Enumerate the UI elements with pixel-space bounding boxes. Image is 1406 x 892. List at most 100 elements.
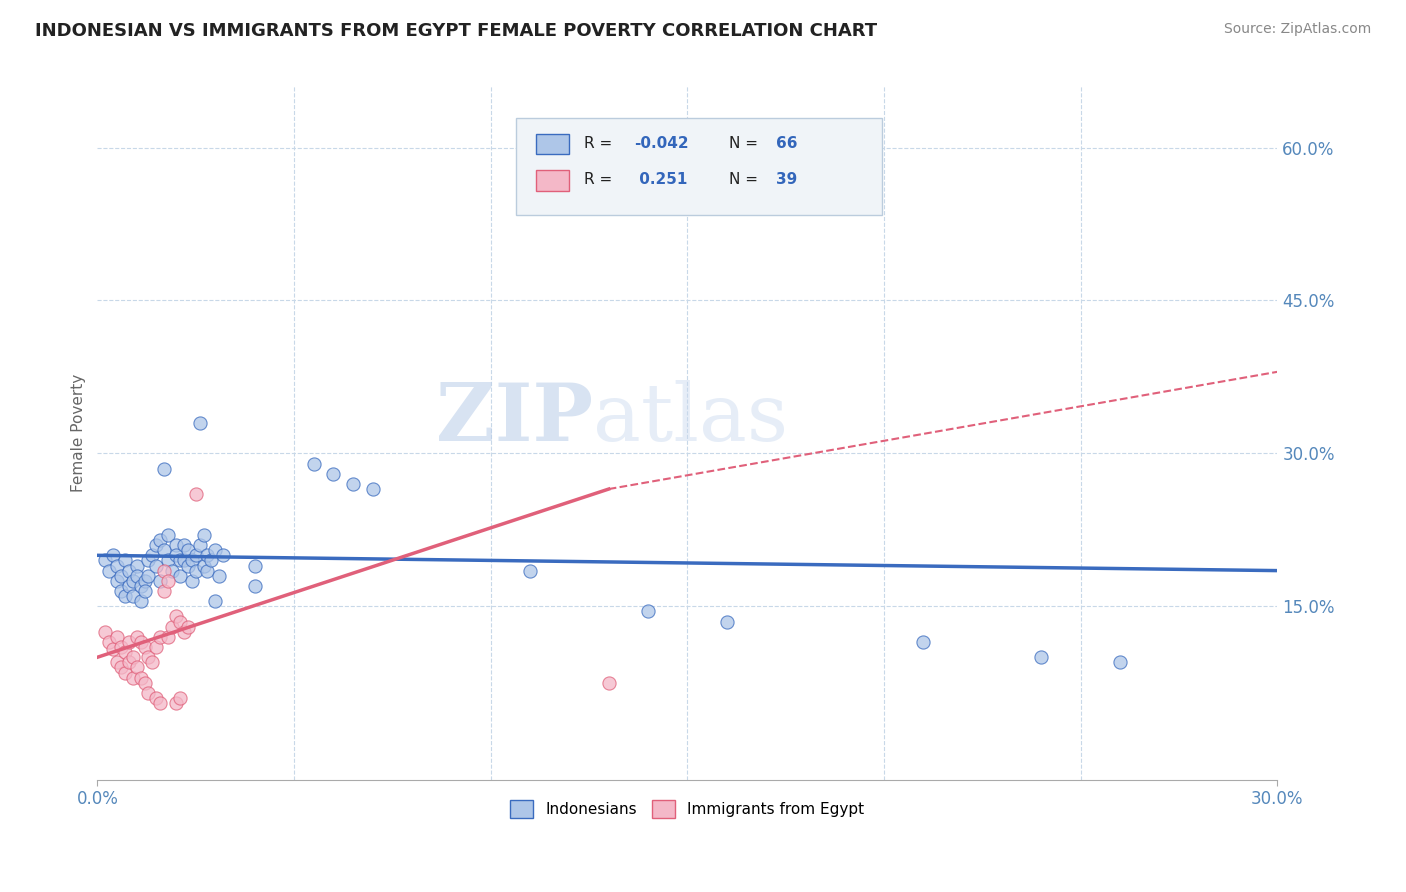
Point [125,568,148,582]
Point [177,620,200,634]
Point [157,574,180,588]
Point [1031,650,1053,665]
Point [101,642,124,657]
Point [598,675,620,690]
Point [243,579,266,593]
Point [204,594,226,608]
Point [1109,656,1132,670]
Point [105,558,128,573]
Point [184,549,207,563]
Point [153,543,176,558]
Point [169,615,191,629]
Point [110,584,132,599]
Text: N =: N = [728,136,758,151]
Point [157,528,180,542]
Point [121,589,143,603]
Point [134,584,156,599]
Point [165,549,187,563]
Point [118,656,141,670]
Point [169,568,191,582]
Point [322,467,344,481]
Text: -0.042: -0.042 [634,136,689,151]
Point [197,549,219,563]
Point [519,564,541,578]
Point [101,549,124,563]
Point [153,564,176,578]
Text: atlas: atlas [593,380,789,458]
Point [180,574,202,588]
Text: N =: N = [728,172,758,187]
Point [138,650,160,665]
Point [153,461,176,475]
Point [165,696,187,710]
Point [169,691,191,706]
Point [208,568,231,582]
Point [169,553,191,567]
Point [94,624,117,639]
Text: R =: R = [583,136,612,151]
Point [129,635,152,649]
Point [193,558,215,573]
Point [157,553,180,567]
Text: INDONESIAN VS IMMIGRANTS FROM EGYPT FEMALE POVERTY CORRELATION CHART: INDONESIAN VS IMMIGRANTS FROM EGYPT FEMA… [35,22,877,40]
Point [94,553,117,567]
Point [129,579,152,593]
Point [141,656,163,670]
Point [193,528,215,542]
Point [188,416,211,430]
Point [197,564,219,578]
Point [184,487,207,501]
Point [138,686,160,700]
Text: ZIP: ZIP [436,380,593,458]
Point [173,538,195,552]
Point [177,558,200,573]
Point [121,671,143,685]
Point [129,594,152,608]
Point [173,624,195,639]
Point [118,579,141,593]
Point [114,553,136,567]
Point [138,553,160,567]
Point [188,538,211,552]
Point [912,635,935,649]
Point [125,558,148,573]
Legend: Indonesians, Immigrants from Egypt: Indonesians, Immigrants from Egypt [505,794,870,824]
Point [134,640,156,654]
Point [153,584,176,599]
Point [342,477,364,491]
Point [138,568,160,582]
Point [160,564,183,578]
Point [114,645,136,659]
Point [200,553,222,567]
Point [114,665,136,680]
Point [105,630,128,644]
Point [98,635,121,649]
Point [110,568,132,582]
Point [212,549,235,563]
Point [118,564,141,578]
Point [134,574,156,588]
Point [243,558,266,573]
Point [105,574,128,588]
Point [302,457,325,471]
Point [184,564,207,578]
Point [149,630,172,644]
Point [121,650,143,665]
Point [105,656,128,670]
Point [145,640,167,654]
Point [180,553,202,567]
Point [173,553,195,567]
Point [637,604,659,618]
Text: 39: 39 [776,172,797,187]
Point [145,558,167,573]
Point [110,660,132,674]
Point [145,538,167,552]
Point [149,574,172,588]
Y-axis label: Female Poverty: Female Poverty [72,374,86,492]
Point [110,640,132,654]
Bar [536,170,569,191]
Point [121,574,143,588]
Text: 66: 66 [776,136,797,151]
Point [114,589,136,603]
Point [361,482,384,496]
